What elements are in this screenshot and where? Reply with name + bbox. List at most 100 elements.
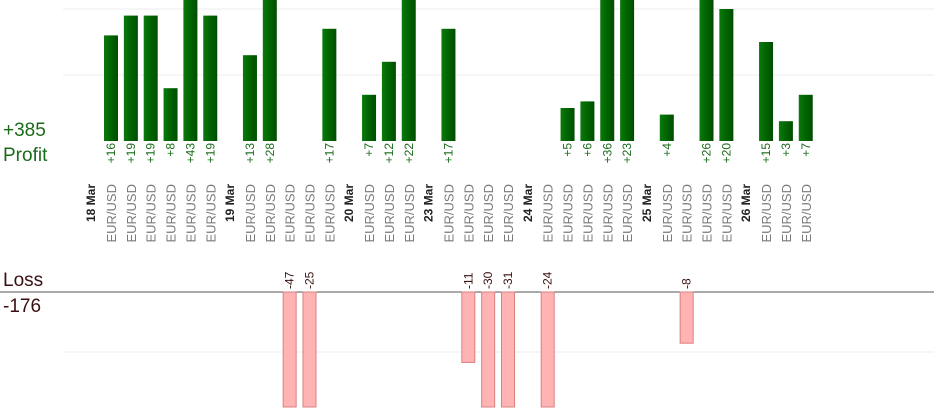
profit-bar — [659, 114, 674, 141]
loss-total: -176 — [3, 296, 42, 317]
pair-label: EUR/USD — [481, 184, 496, 243]
pair-label: EUR/USD — [362, 184, 377, 243]
profit-bar — [362, 94, 377, 141]
pair-label: EUR/USD — [541, 184, 556, 243]
profit-bar — [560, 108, 575, 141]
profit-value-label: +4 — [660, 143, 674, 157]
loss-value-label: -30 — [481, 271, 495, 289]
profit-bar — [401, 0, 416, 141]
profit-value-label: +26 — [700, 143, 714, 164]
loss-value-label: -24 — [541, 271, 555, 289]
loss-bar — [461, 291, 476, 363]
date-label: 24 Mar — [521, 184, 535, 222]
pair-label: EUR/USD — [779, 184, 794, 243]
profit-value-label: +6 — [580, 143, 594, 157]
profit-bar — [778, 121, 793, 141]
pair-label: EUR/USD — [104, 184, 119, 243]
profit-value-label: +19 — [203, 143, 217, 164]
profit-value-label: +16 — [104, 143, 118, 164]
profit-bar — [322, 28, 337, 141]
profit-value-label: +19 — [144, 143, 158, 164]
date-label: 18 Mar — [84, 184, 98, 222]
pair-label: EUR/USD — [660, 184, 675, 243]
profit-bar — [183, 0, 198, 141]
pair-label: EUR/USD — [263, 184, 278, 243]
loss-value-label: -8 — [680, 278, 694, 289]
pair-label: EUR/USD — [441, 184, 456, 243]
pair-label: EUR/USD — [243, 184, 258, 243]
pair-label: EUR/USD — [620, 184, 635, 243]
profit-value-label: +7 — [799, 143, 813, 157]
date-label: 26 Mar — [739, 184, 753, 222]
profit-value-label: +22 — [402, 143, 416, 164]
profit-bar — [381, 61, 396, 141]
profit-value-label: +3 — [779, 143, 793, 157]
pair-label: EUR/USD — [600, 184, 615, 243]
profit-bar — [699, 0, 714, 141]
pair-label: EUR/USD — [183, 184, 198, 243]
loss-value-label: -25 — [303, 271, 317, 289]
profit-bar — [242, 55, 257, 142]
profit-bar — [580, 101, 595, 141]
profit-value-label: +17 — [322, 143, 336, 164]
pair-label: EUR/USD — [402, 184, 417, 243]
pair-label: EUR/USD — [461, 184, 476, 243]
loss-value-label: -11 — [461, 272, 475, 289]
loss-value-label: -31 — [501, 271, 515, 289]
profit-bar — [143, 15, 158, 142]
profit-bar — [262, 0, 277, 141]
profit-bar — [719, 9, 734, 141]
loss-value-label: -47 — [283, 271, 297, 289]
date-label: 20 Mar — [342, 184, 356, 222]
profit-value-label: +43 — [183, 143, 197, 164]
pair-label: EUR/USD — [283, 184, 298, 243]
profit-value-label: +13 — [243, 143, 257, 164]
profit-bar — [600, 0, 615, 141]
profit-value-label: +28 — [263, 143, 277, 164]
loss-bar — [282, 291, 297, 408]
pair-label: EUR/USD — [580, 184, 595, 243]
profit-bar — [759, 42, 774, 141]
pair-label: EUR/USD — [124, 184, 139, 243]
pair-label: EUR/USD — [719, 184, 734, 243]
date-label: 19 Mar — [223, 184, 237, 222]
profit-value-label: +5 — [561, 143, 575, 157]
pair-label: EUR/USD — [501, 184, 516, 243]
profit-value-label: +19 — [124, 143, 138, 164]
loss-bar — [679, 291, 694, 344]
profit-value-label: +7 — [362, 143, 376, 157]
profit-value-label: +36 — [600, 143, 614, 164]
profit-bar — [104, 35, 118, 141]
pair-label: EUR/USD — [382, 184, 397, 243]
pair-label: EUR/USD — [759, 184, 774, 243]
loss-bar — [540, 291, 555, 408]
pair-label: EUR/USD — [164, 184, 179, 243]
loss-bar — [481, 291, 496, 408]
profit-value-label: +20 — [719, 143, 733, 164]
loss-bar — [302, 291, 317, 408]
date-label: 23 Mar — [422, 184, 436, 222]
loss-bar — [501, 291, 515, 408]
profit-value-label: +12 — [382, 143, 396, 164]
profit-bar — [123, 15, 138, 142]
profit-value-label: +15 — [759, 143, 773, 164]
profit-bar — [203, 15, 218, 142]
pair-label: EUR/USD — [799, 184, 814, 243]
loss-label: Loss — [3, 270, 44, 291]
profit-label: Profit — [3, 145, 48, 166]
pair-label: EUR/USD — [700, 184, 715, 243]
pair-label: EUR/USD — [561, 184, 576, 243]
profit-bar — [441, 28, 456, 141]
profit-total: +385 — [3, 120, 46, 141]
pair-label: EUR/USD — [144, 184, 159, 243]
pair-label: EUR/USD — [303, 184, 318, 243]
pair-label: EUR/USD — [203, 184, 218, 243]
profit-bar — [620, 0, 635, 141]
profit-value-label: +17 — [441, 143, 455, 164]
pair-label: EUR/USD — [322, 184, 337, 243]
date-label: 25 Mar — [640, 184, 654, 222]
pair-label: EUR/USD — [680, 184, 695, 243]
profit-value-label: +8 — [164, 143, 178, 157]
profit-bar — [163, 88, 178, 141]
